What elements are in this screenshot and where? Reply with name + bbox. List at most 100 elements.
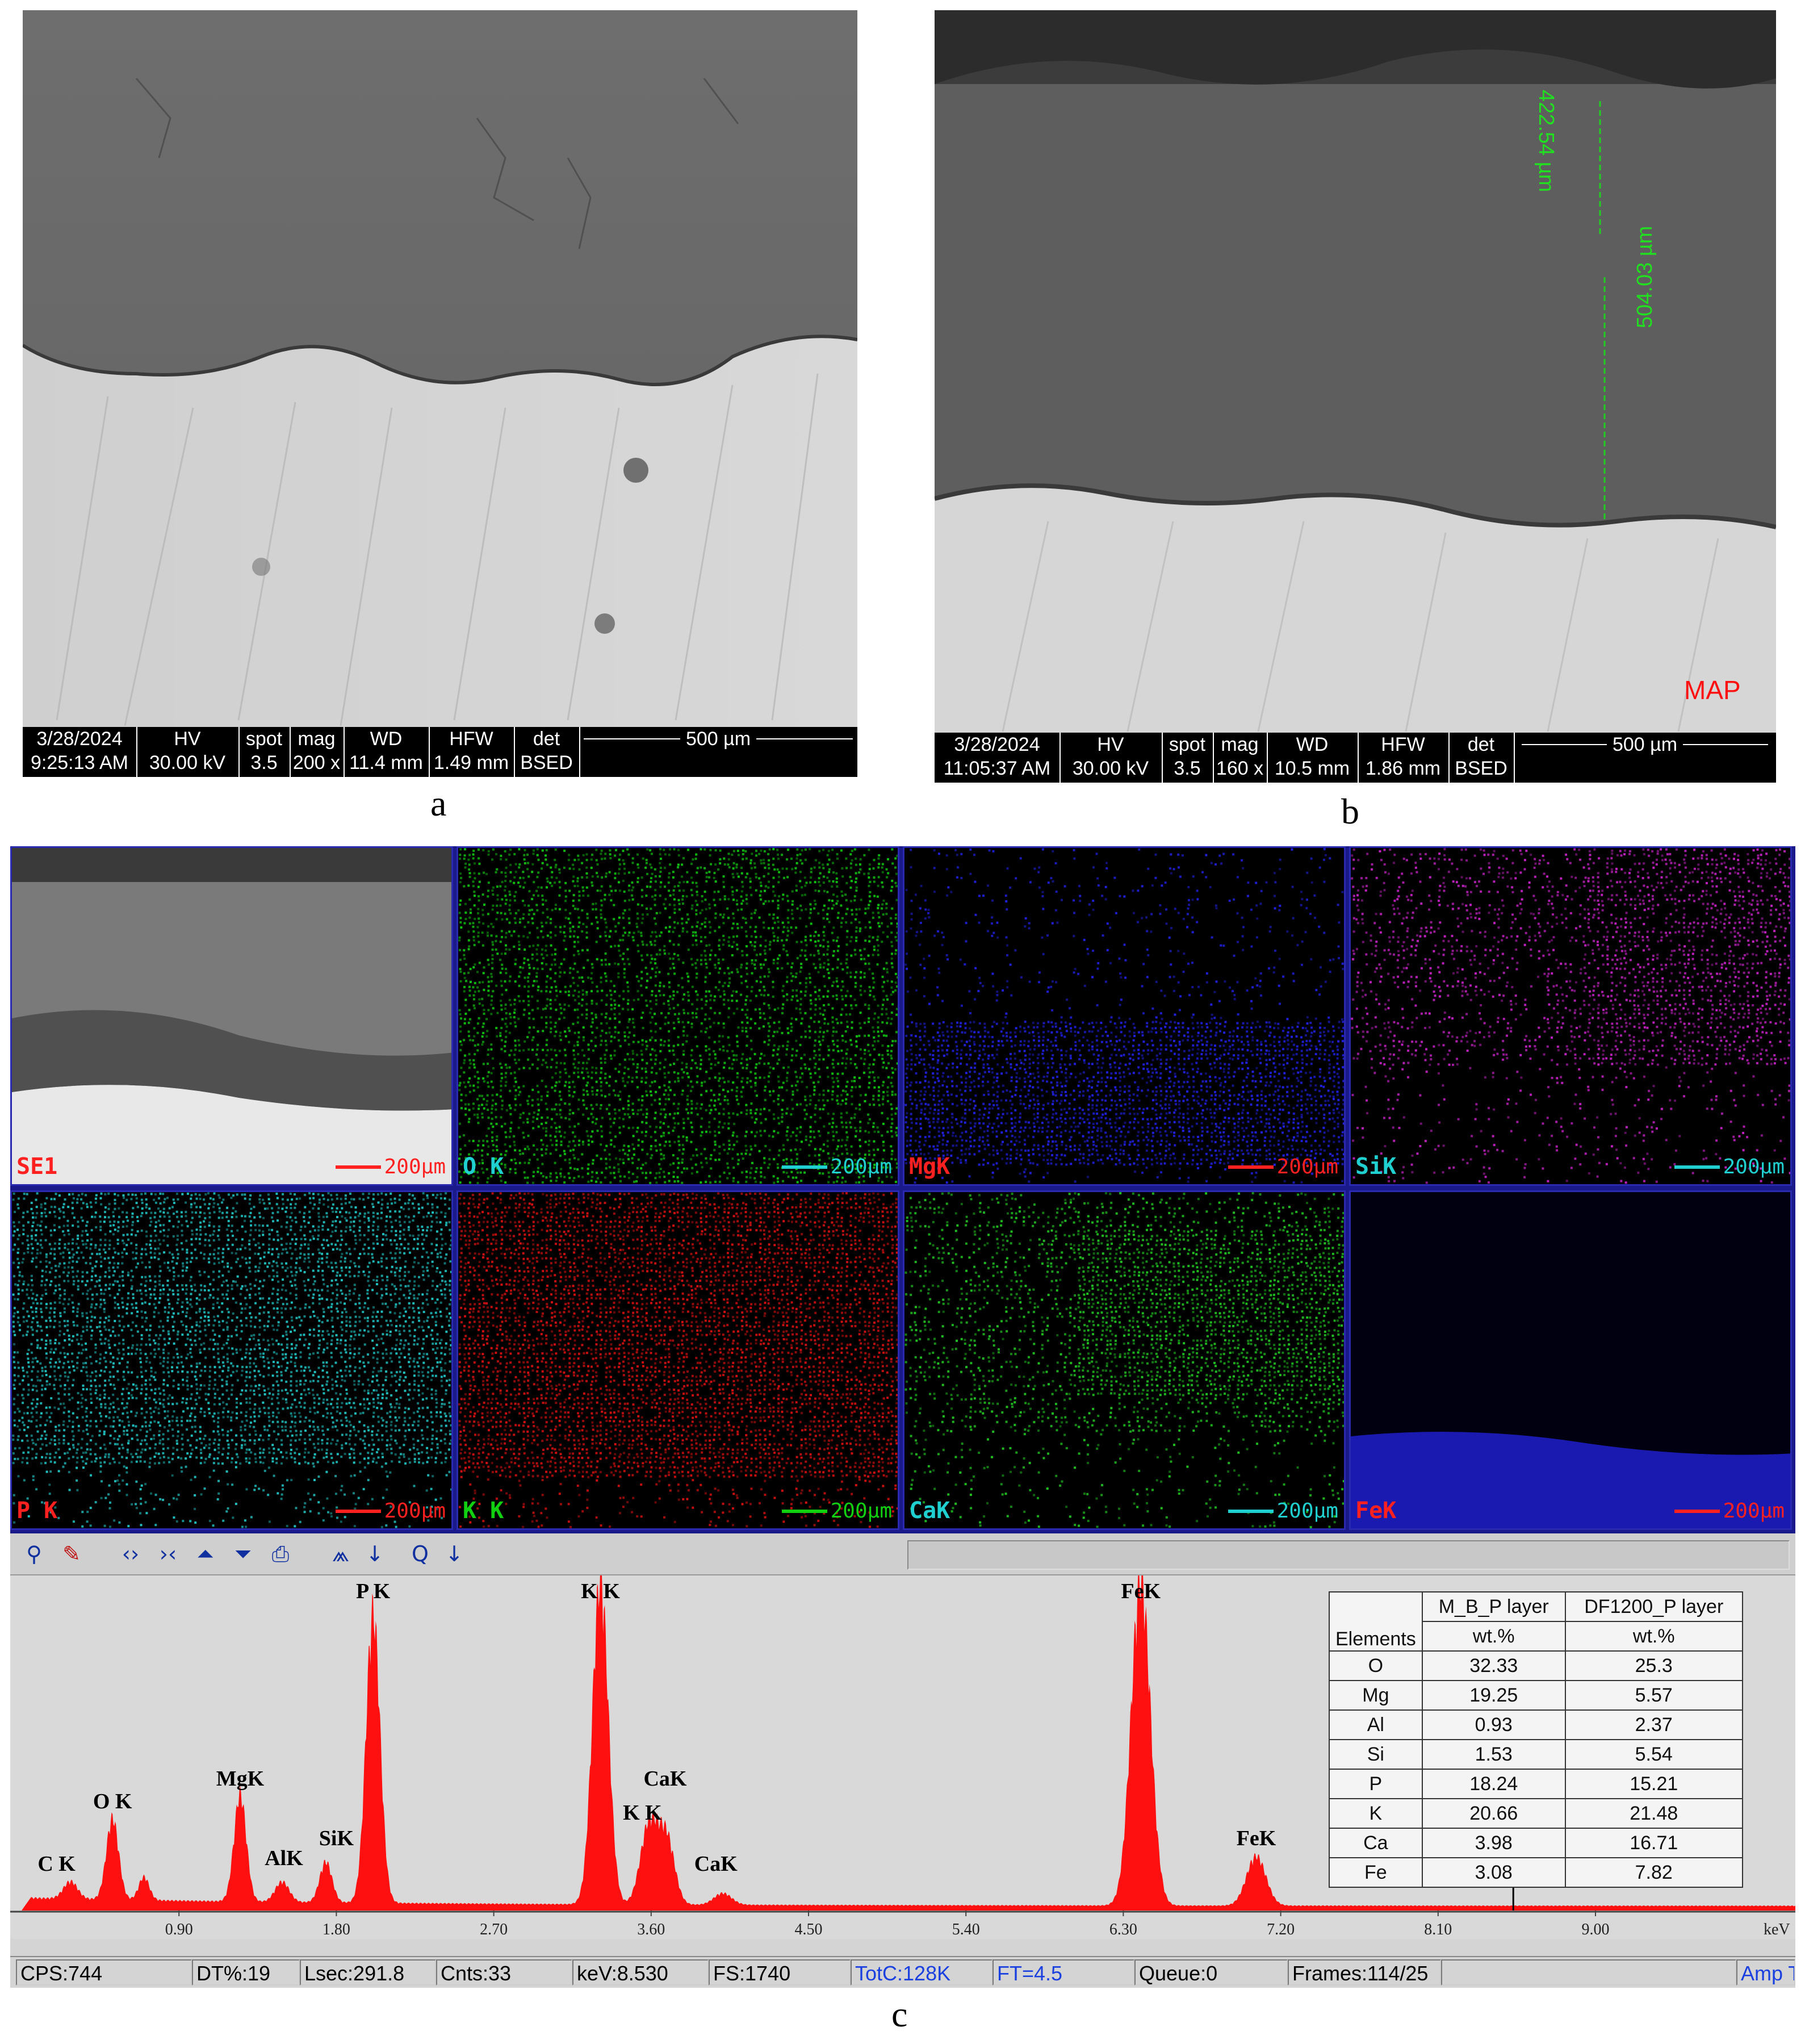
map-scale-bar: 200µm xyxy=(781,1499,892,1523)
peak-label: CaK xyxy=(694,1852,738,1876)
table-row: Si 1.53 5.54 xyxy=(1329,1739,1743,1770)
cell-value: 1.53 xyxy=(1421,1739,1566,1770)
map-tile-mg: MgK 200µm xyxy=(903,846,1346,1186)
se1-image xyxy=(12,848,451,1184)
status-kev: keV:8.530 xyxy=(572,1959,709,1986)
marker-icon[interactable]: ✎ xyxy=(59,1541,84,1566)
cell-value: 5.54 xyxy=(1564,1739,1743,1770)
cell-value: 3.08 xyxy=(1421,1857,1566,1888)
x-tick-label: 4.50 xyxy=(795,1921,823,1938)
sem-image-b: 422.54 µm 504.03 µm MAP 3/28/2024 11:05:3… xyxy=(935,10,1776,783)
table-row: Fe 3.08 7.82 xyxy=(1329,1857,1743,1888)
map-scale-bar: 200µm xyxy=(781,1155,892,1178)
status-totc: TotC:128K xyxy=(851,1959,992,1986)
info-scale: 500 µm xyxy=(1514,733,1776,783)
peak-label: C K xyxy=(37,1852,76,1876)
map-tile-ca: CaK 200µm xyxy=(903,1190,1346,1530)
toolbar-status-field xyxy=(907,1540,1790,1570)
probe-icon[interactable]: ⚲ xyxy=(22,1541,47,1566)
cell-value: 3.98 xyxy=(1421,1828,1566,1858)
eds-map-grid: SE1 200µm O K 200µm MgK 200µm SiK 200µm … xyxy=(10,846,1795,1533)
map-scale-bar: 200µm xyxy=(335,1499,446,1523)
info-mag: mag 200 x xyxy=(290,727,345,777)
spectrum-chart: 0.90 1.80 2.70 3.60 4.50 5.40 6.30 7.20 8.10 9.00… xyxy=(10,1575,1795,1938)
cell-element: O xyxy=(1329,1650,1423,1681)
peak-label: CaK xyxy=(643,1767,686,1791)
map-tile-fe: FeK 200µm xyxy=(1349,1190,1792,1530)
peak-label: SiK xyxy=(319,1826,354,1850)
x-tick-label: 1.80 xyxy=(323,1921,350,1938)
cell-value: 15.21 xyxy=(1564,1769,1743,1799)
cell-element: Al xyxy=(1329,1709,1423,1740)
quant-icon[interactable]: Q xyxy=(408,1541,433,1566)
quant-dropdown-icon[interactable]: ↓ xyxy=(442,1541,467,1566)
map-scale-bar: 200µm xyxy=(1674,1499,1785,1523)
expand-horizontal-icon[interactable]: ‹› xyxy=(118,1541,143,1566)
cell-value: 7.82 xyxy=(1564,1857,1743,1888)
map-tile-se1: SE1 200µm xyxy=(10,846,453,1186)
status-queue: Queue:0 xyxy=(1134,1959,1288,1986)
info-wd: WD 11.4 mm xyxy=(344,727,430,777)
info-det: det BSED xyxy=(1448,733,1515,783)
peak-id-dropdown-icon[interactable]: ↓ xyxy=(362,1541,387,1566)
info-spot: spot 3.5 xyxy=(238,727,291,777)
x-tick-label: 8.10 xyxy=(1424,1921,1452,1938)
cell-value: 19.25 xyxy=(1421,1680,1566,1711)
caption-a: a xyxy=(430,783,446,825)
cell-value: 0.93 xyxy=(1421,1709,1566,1740)
cell-value: 25.3 xyxy=(1564,1650,1743,1681)
cell-element: P xyxy=(1329,1769,1423,1799)
spectrum-toolbar: ⚲ ✎ ‹› ›‹ ⏶ ⏷ ⎙ ⩕ ↓ Q ↓ xyxy=(10,1533,1795,1575)
expand-vertical-icon[interactable]: ⏶ xyxy=(193,1541,218,1566)
spectrum-status-bar: CPS:744 DT%:19 Lsec:291.8 Cnts:33 keV:8.… xyxy=(10,1956,1795,1988)
x-tick-label: 9.00 xyxy=(1582,1921,1610,1938)
map-scale-bar: 200µm xyxy=(1228,1499,1338,1523)
info-hfw: HFW 1.49 mm xyxy=(429,727,515,777)
caption-c: c xyxy=(891,1993,907,2035)
info-spot: spot 3.5 xyxy=(1162,733,1214,783)
status-cnts: Cnts:33 xyxy=(436,1959,572,1986)
compress-vertical-icon[interactable]: ⏷ xyxy=(231,1541,256,1566)
cell-value: 5.57 xyxy=(1564,1680,1743,1711)
print-icon[interactable]: ⎙ xyxy=(268,1541,293,1566)
map-tile-p: P K 200µm xyxy=(10,1190,453,1530)
sem-image-b-texture xyxy=(935,10,1776,783)
table-unit-col3: wt.% xyxy=(1564,1621,1743,1652)
map-tile-label: SiK xyxy=(1355,1153,1396,1180)
x-unit-label: keV xyxy=(1764,1921,1790,1938)
sem-image-a: 3/28/2024 9:25:13 AM HV 30.00 kV spot 3.5 m… xyxy=(23,10,857,777)
status-fs: FS:1740 xyxy=(709,1959,851,1986)
map-scale-bar: 200µm xyxy=(1674,1155,1785,1178)
x-tick-label: 3.60 xyxy=(637,1921,665,1938)
peak-label: O K xyxy=(93,1790,132,1813)
status-cps: CPS:744 xyxy=(16,1959,192,1986)
x-tick-label: 0.90 xyxy=(165,1921,193,1938)
cell-value: 20.66 xyxy=(1421,1798,1566,1829)
cell-value: 21.48 xyxy=(1564,1798,1743,1829)
status-dt: DT%:19 xyxy=(192,1959,300,1986)
map-tile-si: SiK 200µm xyxy=(1349,846,1792,1186)
x-tick-label: 2.70 xyxy=(480,1921,508,1938)
x-tick-label: 7.20 xyxy=(1267,1921,1295,1938)
map-tile-label: O K xyxy=(463,1153,504,1180)
caption-b: b xyxy=(1341,791,1359,833)
map-scale-bar: 200µm xyxy=(335,1155,446,1178)
map-scale-bar: 200µm xyxy=(1228,1155,1338,1178)
info-datetime: 3/28/2024 9:25:13 AM xyxy=(23,727,137,777)
map-tile-label: K K xyxy=(463,1498,504,1524)
composition-table: Elements M_B_P layer DF1200_P layer wt.%… xyxy=(1329,1591,1743,1888)
table-row: O 32.33 25.3 xyxy=(1329,1650,1743,1681)
x-tick-label: 6.30 xyxy=(1109,1921,1137,1938)
k-k-map xyxy=(458,1192,898,1528)
x-tick-label: 5.40 xyxy=(952,1921,980,1938)
compress-horizontal-icon[interactable]: ›‹ xyxy=(156,1541,181,1566)
peak-id-icon[interactable]: ⩕ xyxy=(328,1541,353,1566)
table-header-col2: M_B_P layer xyxy=(1421,1591,1566,1622)
table-row: P 18.24 15.21 xyxy=(1329,1769,1743,1799)
sem-info-bar-a: 3/28/2024 9:25:13 AM HV 30.00 kV spot 3.5 m… xyxy=(23,727,857,777)
peak-label: P K xyxy=(356,1579,391,1603)
status-empty xyxy=(1441,1959,1736,1986)
status-lsec: Lsec:291.8 xyxy=(300,1959,436,1986)
peak-label: K K xyxy=(623,1801,662,1825)
info-hfw: HFW 1.86 mm xyxy=(1358,733,1450,783)
